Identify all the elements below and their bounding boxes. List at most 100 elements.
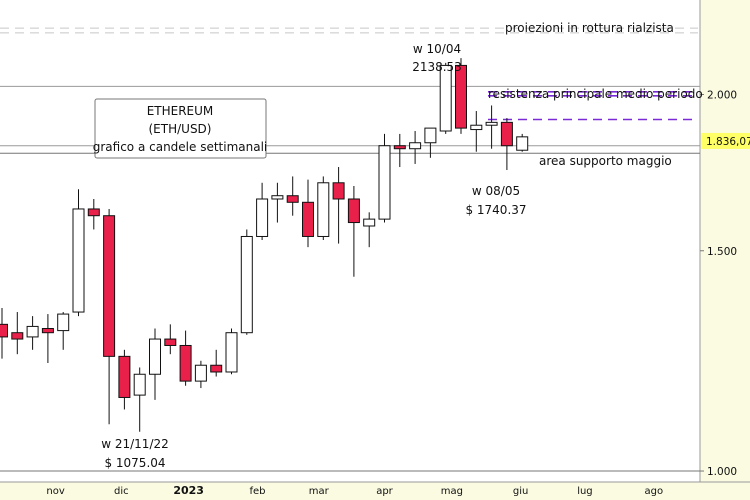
y-tick-label: 2.000 — [707, 89, 737, 101]
candle-body-bear — [118, 355, 131, 398]
y-tick-label: 1.500 — [707, 246, 737, 258]
candle-body-bull — [470, 124, 483, 131]
annotation-high-week: w 10/04 — [413, 42, 461, 56]
title-line-1: ETHEREUM — [147, 104, 214, 118]
candle-body-bear — [87, 208, 100, 217]
candle-body-bull — [409, 142, 422, 150]
candles — [0, 58, 529, 432]
annotation-supporto: area supporto maggio — [539, 154, 672, 168]
candle — [378, 133, 391, 223]
candle — [41, 314, 54, 364]
candle — [470, 111, 483, 152]
candle-body-bull — [439, 64, 452, 132]
candle — [363, 212, 376, 248]
title-line-2: (ETH/USD) — [149, 122, 212, 136]
title-box: ETHEREUM (ETH/USD) grafico a candele set… — [93, 98, 268, 159]
candle — [302, 179, 314, 248]
candle-body-bull — [240, 235, 253, 334]
candle — [26, 316, 39, 350]
candle-body-bull — [424, 127, 437, 144]
x-tick-label: mag — [441, 486, 463, 497]
candle-body-bull — [57, 313, 70, 332]
candle-body-bear — [393, 145, 406, 150]
candle-body-bear — [347, 198, 360, 224]
candle — [103, 208, 116, 425]
candle-body-bear — [286, 195, 299, 203]
candle-body-bull — [256, 198, 269, 237]
candle-body-bear — [210, 364, 223, 373]
candle-body-bull — [26, 325, 39, 338]
x-tick-label: lug — [577, 486, 592, 497]
candle-body-bear — [103, 215, 116, 357]
candle-body-bull — [271, 195, 284, 200]
candle-body-bull — [149, 338, 161, 375]
candle — [72, 189, 85, 317]
candle — [118, 349, 131, 410]
title-box-frame — [94, 98, 267, 159]
candle-body-bull — [485, 121, 498, 126]
candle-body-bear — [41, 328, 54, 334]
candle-body-bull — [72, 208, 85, 313]
title-line-3: grafico a candele settimanali — [93, 140, 268, 154]
candle — [133, 367, 146, 432]
candle — [164, 324, 177, 355]
candle-body-bull — [133, 373, 146, 396]
price-tag-label: 1.836,07 — [706, 136, 750, 148]
annotation-proiezioni: proiezioni in rottura rialzista — [505, 21, 674, 35]
annotation-low-may-price: $ 1740.37 — [465, 203, 526, 217]
candle — [347, 185, 360, 277]
annotation-high-price: 2138.53 — [412, 60, 462, 74]
candle-body-bull — [378, 145, 391, 220]
candle-body-bear — [332, 182, 345, 200]
x-tick-label: ago — [644, 486, 663, 497]
candle — [393, 133, 406, 168]
candle — [317, 176, 330, 241]
candle — [500, 118, 513, 171]
annotation-low-may-week: w 08/05 — [472, 184, 520, 198]
candle — [485, 105, 498, 149]
x-ticks: ottnovdic2023febmaraprmaggiulugago — [46, 484, 663, 497]
x-tick-label: 2023 — [173, 484, 204, 497]
annotation-low-nov-week: w 21/11/22 — [101, 437, 169, 451]
candle — [87, 198, 100, 230]
candle — [332, 167, 345, 244]
candle — [286, 176, 299, 216]
candle-body-bull — [194, 364, 207, 382]
annotation-resistenza: resistenza principale medio periodo — [488, 87, 703, 101]
candle — [516, 133, 529, 152]
x-tick-label: mar — [309, 486, 330, 497]
candle — [210, 349, 223, 377]
candle-body-bear — [500, 121, 513, 147]
candle-body-bear — [302, 201, 314, 237]
candle-body-bear — [455, 64, 467, 129]
y-axis-panel — [700, 0, 750, 500]
x-tick-label: nov — [46, 486, 64, 497]
x-axis-panel — [0, 482, 750, 500]
candle — [271, 182, 284, 223]
candle — [225, 328, 238, 375]
candle-body-bear — [0, 323, 8, 338]
candle — [455, 58, 467, 134]
candle — [424, 127, 437, 158]
candle — [256, 182, 269, 241]
price-tag-background — [701, 132, 750, 149]
candle-body-bear — [164, 338, 177, 346]
candle-body-bull — [516, 136, 529, 151]
x-tick-label: dic — [114, 486, 129, 497]
candle — [179, 330, 192, 386]
x-tick-label: apr — [376, 486, 393, 497]
y-ticks: 2.000 1.500 1.000 — [700, 89, 737, 478]
candle — [409, 131, 422, 164]
candle — [194, 360, 207, 389]
candle — [240, 229, 253, 335]
candle-body-bull — [317, 182, 330, 237]
candle — [0, 308, 8, 359]
annotation-low-nov-price: $ 1075.04 — [104, 456, 165, 470]
candle-body-bull — [363, 218, 376, 227]
candle — [11, 312, 24, 355]
y-tick-label: 1.000 — [707, 466, 737, 478]
candle-body-bear — [11, 332, 24, 340]
candle-body-bear — [179, 344, 192, 382]
